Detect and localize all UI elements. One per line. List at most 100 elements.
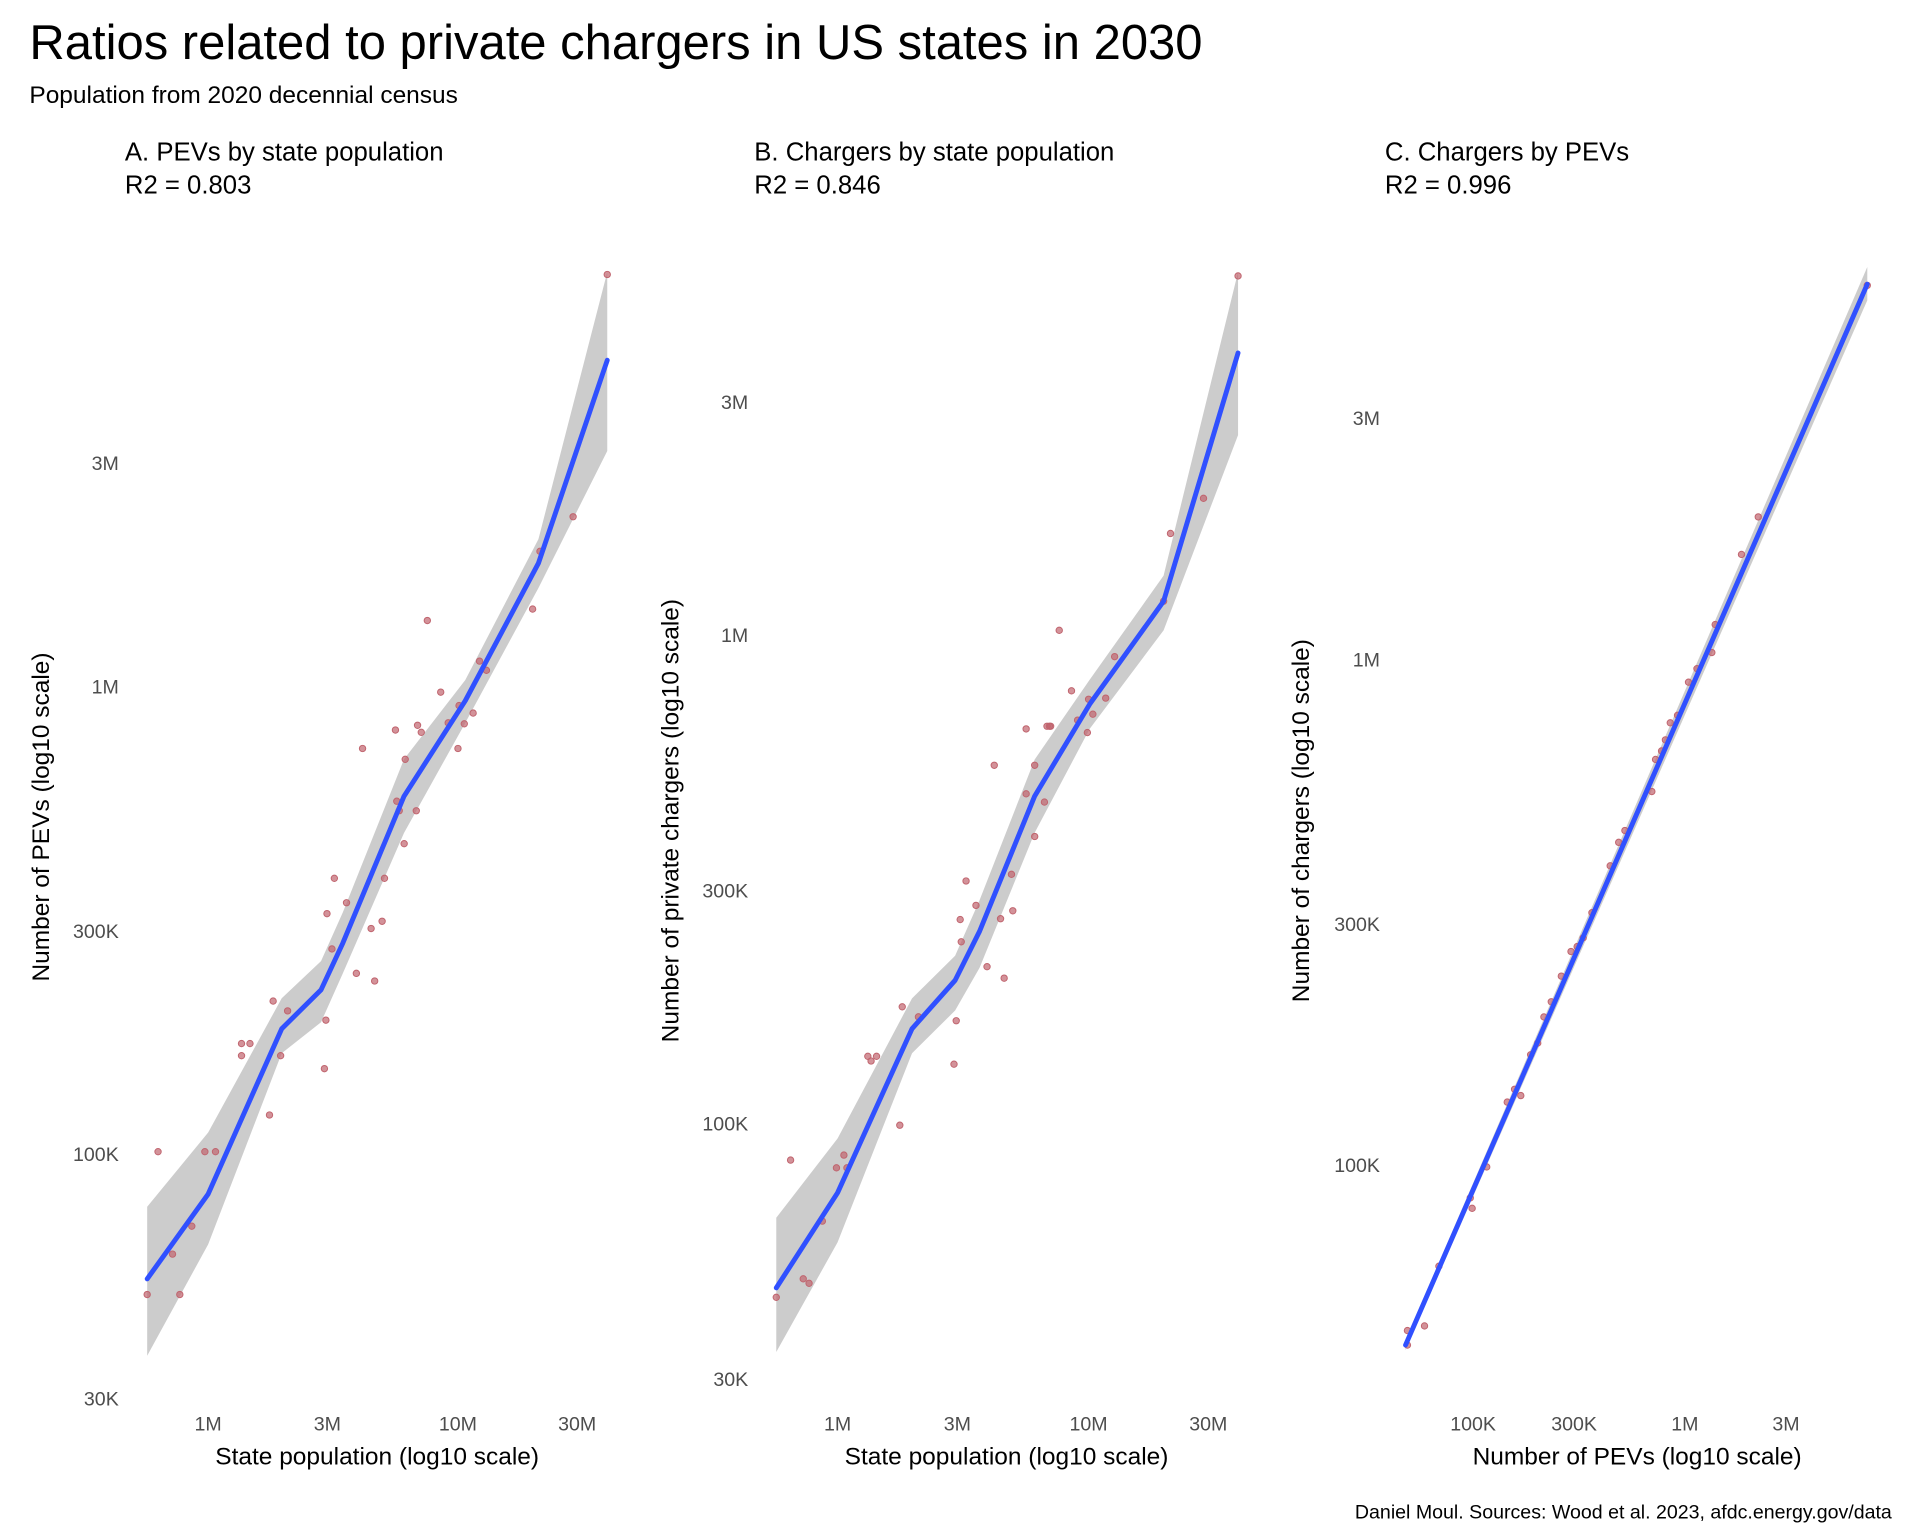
data-point [1022,725,1030,733]
y-tick-label: 3M [1353,408,1380,430]
data-point [168,1250,177,1258]
data-point [423,616,432,625]
data-point [330,874,339,882]
y-tick-label: 100K [73,1144,119,1166]
data-point [1046,722,1055,730]
data-point [380,874,389,882]
y-tick-label: 100K [1334,1155,1380,1177]
panel-c: C. Chargers by PEVs R2 = 0.996 Number of… [1288,139,1871,1471]
data-point [1009,907,1017,915]
data-point [956,915,964,924]
y-tick-label: 1M [721,625,748,647]
y-tick-label: 100K [702,1113,748,1135]
fit-line [773,350,1241,1291]
data-point [972,901,980,910]
data-point [437,688,445,696]
x-tick-label: 3M [1772,1413,1799,1435]
data-point [283,1007,292,1015]
x-tick-label: 1M [195,1413,222,1435]
data-point [528,605,537,613]
data-point [1083,728,1092,737]
data-point [1040,798,1049,806]
data-point [475,657,484,665]
data-point [417,728,425,736]
data-point [805,1279,813,1287]
data-point [412,807,420,815]
confidence-ribbon [147,272,608,1356]
panel-b-ylabel: Number of private chargers (log10 scale) [657,599,684,1042]
data-point [1067,687,1076,695]
data-point [413,721,422,729]
data-point [867,1057,875,1065]
x-tick-label: 300K [1551,1413,1597,1435]
panel-a: A. PEVs by state population R2 = 0.803 S… [28,139,611,1471]
data-point [1031,832,1039,841]
data-point [237,1052,246,1060]
data-point [1000,974,1008,982]
data-point [1234,272,1242,280]
data-point [872,1052,881,1060]
data-point [898,1003,906,1011]
data-point [322,1016,330,1024]
x-tick-label: 10M [439,1413,477,1435]
panel-b-title: B. Chargers by state population [754,139,1114,167]
fit-line [1403,281,1870,1348]
panel-b-xlabel: State population (log10 scale) [845,1444,1169,1471]
x-tick-label: 3M [944,1413,971,1435]
x-tick-label: 3M [314,1413,341,1435]
data-point [246,1039,254,1048]
x-tick-label: 1M [1671,1413,1698,1435]
panel-a-title: A. PEVs by state population [125,139,444,167]
panel-b-plot: 1M 3M 10M 30M 30K 100K 300K 1M 3M [702,272,1242,1435]
data-point [1089,710,1097,718]
data-point [201,1148,209,1156]
data-point [569,513,577,521]
data-point [211,1148,220,1156]
y-tick-label: 30K [84,1389,119,1411]
y-tick-label: 3M [721,392,748,414]
data-point [962,877,970,885]
data-point [1468,1204,1476,1212]
data-point [367,924,375,933]
x-tick-label: 10M [1070,1413,1108,1435]
chart-caption: Daniel Moul. Sources: Wood et al. 2023, … [1355,1502,1892,1524]
data-point [320,1064,329,1073]
y-tick-label: 300K [73,921,119,943]
data-point [176,1290,184,1299]
data-point [460,720,468,728]
data-point [1666,719,1674,727]
data-point [342,899,351,907]
data-point [358,744,367,753]
panel-c-plot: 100K 300K 1M 3M 100K 300K 1M 3M [1334,266,1871,1435]
data-point [1166,529,1175,538]
data-point [188,1222,196,1230]
data-point [832,1164,841,1172]
data-point [370,977,379,985]
data-point [896,1121,904,1129]
data-point [990,761,998,769]
data-point [603,270,611,279]
data-point [401,755,409,763]
data-point [1102,694,1110,702]
panel-c-r2: R2 = 0.996 [1385,172,1511,200]
data-point [1022,790,1030,798]
x-tick-label: 1M [824,1413,851,1435]
panel-a-ylabel: Number of PEVs (log10 scale) [28,652,55,981]
data-point [1110,652,1119,661]
data-point [1199,494,1208,503]
data-point [265,1111,274,1119]
data-point [323,909,331,918]
data-point [378,917,386,925]
chart-subtitle: Population from 2020 decennial census [29,82,457,109]
data-point [1420,1322,1429,1330]
data-point [1031,761,1039,769]
panel-a-r2: R2 = 0.803 [125,172,251,200]
y-tick-label: 300K [702,880,748,902]
confidence-ribbon [776,272,1239,1353]
panel-b: B. Chargers by state population R2 = 0.8… [657,139,1242,1471]
data-point [840,1151,848,1159]
data-point [1517,1091,1525,1100]
data-point [454,744,462,753]
data-point [154,1148,162,1156]
